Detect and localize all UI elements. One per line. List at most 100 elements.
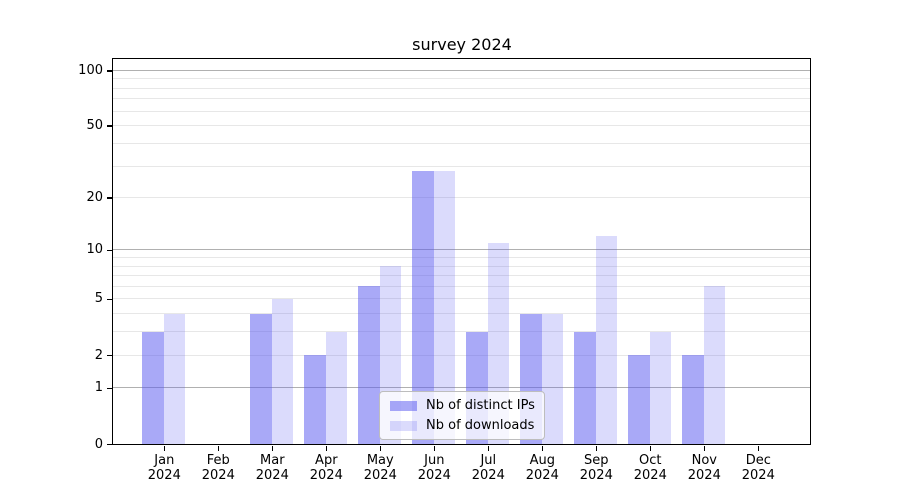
y-tick-mark	[107, 249, 112, 252]
x-tick-month: Nov	[691, 453, 717, 468]
plot-area	[112, 58, 811, 445]
x-tick-mark	[595, 446, 598, 451]
x-tick-label: Jun 2024	[402, 453, 466, 483]
minor-gridline	[113, 125, 810, 127]
x-tick-year: 2024	[579, 468, 613, 483]
x-tick-label: May 2024	[348, 453, 412, 483]
bar-downloads-jun	[433, 171, 456, 444]
y-tick-mark	[107, 197, 112, 199]
major-gridline	[113, 249, 810, 251]
legend-row: Nb of downloads	[390, 418, 534, 433]
minor-gridline	[113, 98, 810, 100]
x-tick-mark	[217, 446, 220, 451]
bar-ips-may	[358, 286, 380, 444]
x-tick-label: Aug 2024	[510, 453, 574, 483]
y-tick-label: 100	[78, 62, 103, 78]
legend-swatch-ips	[390, 400, 417, 411]
bar-ips-jan	[142, 331, 164, 444]
x-tick-mark	[649, 446, 652, 451]
x-tick-month: Aug	[529, 453, 555, 468]
x-tick-mark	[271, 446, 274, 451]
bar-downloads-nov	[703, 286, 726, 444]
minor-gridline	[113, 110, 810, 112]
bar-downloads-sep	[595, 236, 618, 444]
minor-gridline	[113, 197, 810, 199]
x-tick-year: 2024	[741, 468, 775, 483]
y-tick-label: 5	[94, 291, 103, 307]
y-tick-mark	[107, 125, 112, 127]
y-tick-label: 0	[94, 436, 103, 452]
x-tick-label: Jul 2024	[456, 453, 520, 483]
minor-gridline	[113, 313, 810, 315]
x-tick-label: Feb 2024	[186, 453, 250, 483]
minor-gridline	[113, 142, 810, 144]
minor-gridline	[113, 78, 810, 80]
y-tick-mark	[107, 443, 112, 446]
x-tick-year: 2024	[525, 468, 559, 483]
bar-ips-jun	[412, 171, 434, 444]
x-tick-month: Dec	[745, 453, 771, 468]
minor-gridline	[113, 265, 810, 267]
bar-ips-sep	[574, 331, 596, 444]
y-tick-label: 10	[86, 242, 103, 258]
y-tick-mark	[107, 298, 112, 301]
x-tick-month: Apr	[315, 453, 338, 468]
minor-gridline	[113, 285, 810, 287]
x-tick-mark	[541, 446, 544, 451]
x-tick-mark	[433, 446, 436, 451]
x-tick-month: Jul	[480, 453, 497, 468]
x-tick-mark	[379, 446, 382, 451]
x-tick-label: Sep 2024	[564, 453, 628, 483]
x-tick-year: 2024	[417, 468, 451, 483]
x-tick-label: Nov 2024	[672, 453, 736, 483]
y-tick-label: 50	[86, 118, 103, 134]
x-tick-month: Jun	[424, 453, 445, 468]
bar-downloads-mar	[271, 298, 294, 444]
x-tick-month: Oct	[639, 453, 662, 468]
bar-ips-nov	[682, 355, 704, 444]
minor-gridline	[113, 87, 810, 89]
x-tick-month: Feb	[206, 453, 230, 468]
x-tick-label: Mar 2024	[240, 453, 304, 483]
y-tick-mark	[107, 354, 112, 357]
major-gridline	[113, 69, 810, 71]
x-tick-mark	[325, 446, 328, 451]
legend-label: Nb of distinct IPs	[426, 398, 535, 413]
x-tick-label: Dec 2024	[726, 453, 790, 483]
minor-gridline	[113, 257, 810, 259]
legend-swatch-downloads	[390, 420, 417, 431]
chart-title: survey 2024	[412, 35, 512, 54]
x-tick-year: 2024	[633, 468, 667, 483]
bar-ips-oct	[628, 355, 650, 444]
minor-gridline	[113, 331, 810, 333]
legend-row: Nb of distinct IPs	[390, 398, 535, 413]
y-tick-label: 20	[86, 190, 103, 206]
x-tick-month: May	[366, 453, 394, 468]
x-tick-year: 2024	[363, 468, 397, 483]
bar-downloads-apr	[325, 331, 348, 444]
x-tick-label: Apr 2024	[294, 453, 358, 483]
x-tick-mark	[487, 446, 490, 451]
y-tick-mark	[107, 387, 112, 390]
minor-gridline	[113, 354, 810, 356]
minor-gridline	[113, 298, 810, 300]
major-gridline	[113, 387, 810, 389]
y-tick-label: 2	[94, 347, 103, 363]
x-tick-year: 2024	[471, 468, 505, 483]
bar-ips-apr	[304, 355, 326, 444]
bar-downloads-aug	[541, 313, 564, 444]
minor-gridline	[113, 165, 810, 167]
y-tick-label: 1	[94, 380, 103, 396]
legend-label: Nb of downloads	[426, 418, 535, 433]
bar-ips-mar	[250, 313, 272, 444]
x-tick-mark	[163, 446, 166, 451]
bar-downloads-oct	[649, 331, 672, 444]
x-tick-year: 2024	[687, 468, 721, 483]
x-tick-month: Jan	[154, 453, 175, 468]
x-tick-month: Sep	[584, 453, 609, 468]
x-tick-mark	[757, 446, 760, 451]
x-tick-year: 2024	[255, 468, 289, 483]
x-tick-mark	[703, 446, 706, 451]
x-tick-month: Mar	[260, 453, 285, 468]
